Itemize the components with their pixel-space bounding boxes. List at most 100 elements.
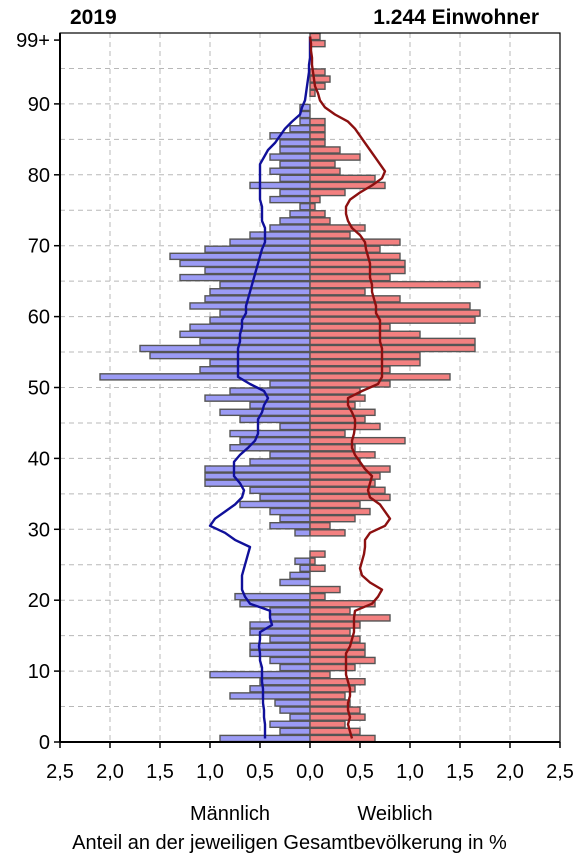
bar-female-age-66 [309, 266, 406, 275]
bar-female-age-18 [309, 607, 351, 615]
bar-female-age-91 [309, 89, 316, 98]
bar-male-age-9 [209, 670, 311, 679]
bar-female-age-58 [309, 323, 391, 331]
bar-female-age-86 [309, 124, 326, 133]
x-tick-label: 2,5 [46, 761, 74, 783]
reference-lines [208, 36, 392, 739]
bar-male-age-53 [209, 358, 311, 367]
bar-male-age-5 [274, 699, 311, 707]
bar-male-age-33 [239, 500, 311, 509]
bar-male-age-82 [269, 153, 311, 161]
bar-female-age-21 [309, 585, 341, 594]
bar-female-age-61 [309, 302, 471, 310]
bar-female-age-4 [309, 706, 361, 714]
bar-male-age-17 [269, 614, 311, 622]
bar-male-age-45 [239, 415, 311, 424]
bar-female-age-19 [309, 600, 376, 608]
bar-male-age-16 [249, 621, 311, 629]
bar-male-age-46 [219, 408, 311, 417]
tick-labels: 2,5 2,0 1,5 1,0 0,5 0,0 0,5 1,0 1,5 2,0 2,5 0 10 20 30… [16, 30, 574, 783]
bar-male-age-62 [204, 295, 311, 303]
y-tick-label: 60 [28, 307, 50, 329]
bar-male-age-64 [219, 280, 311, 289]
bar-female-age-25 [309, 557, 316, 565]
bar-male-age-56 [199, 337, 311, 346]
bar-female-age-49 [309, 387, 361, 395]
bar-male-age-60 [219, 309, 311, 317]
bar-female-age-0 [309, 734, 376, 743]
bar-female-age-5 [309, 699, 351, 707]
bar-male-age-40 [269, 451, 311, 459]
male-label: Männlich [189, 803, 271, 825]
bar-male-age-75 [299, 202, 311, 211]
bar-female-age-55 [309, 344, 476, 353]
bar-female-age-65 [309, 273, 391, 282]
bar-male-age-47 [249, 401, 311, 409]
bar-female-age-44 [309, 422, 381, 431]
bar-female-age-72 [309, 224, 366, 232]
bar-male-age-50 [269, 380, 311, 388]
bar-male-age-48 [204, 394, 311, 402]
female-reference-line [308, 36, 392, 739]
x-tick-label: 1,5 [146, 761, 174, 783]
bar-female-age-48 [309, 394, 366, 402]
bar-female-age-53 [309, 358, 421, 367]
bar-male-age-1 [279, 727, 311, 736]
bar-female-age-29 [309, 529, 346, 537]
bar-female-age-68 [309, 252, 401, 261]
bar-male-age-86 [289, 124, 311, 133]
bar-male-age-22 [279, 578, 311, 587]
bar-female-age-15 [309, 628, 351, 636]
bar-female-age-45 [309, 415, 366, 424]
bar-male-age-84 [279, 139, 311, 147]
bar-female-age-63 [309, 288, 366, 296]
bar-male-age-57 [179, 330, 311, 339]
bar-male-age-80 [269, 167, 311, 176]
bar-male-age-35 [249, 486, 311, 495]
bar-male-age-32 [269, 507, 311, 516]
bar-female-age-70 [309, 238, 401, 246]
bar-male-age-59 [209, 316, 311, 324]
x-tick-label: 0,5 [246, 761, 274, 783]
bar-female-age-64 [309, 280, 481, 289]
bar-male-age-14 [269, 635, 311, 643]
bar-male-age-71 [249, 231, 311, 239]
bar-female-age-56 [309, 337, 476, 346]
bar-male-age-6 [229, 692, 311, 700]
bar-male-age-39 [249, 458, 311, 466]
y-tick-label: 10 [28, 661, 50, 683]
bar-male-age-55 [139, 344, 311, 353]
bar-female-age-38 [309, 465, 391, 473]
bar-female-age-37 [309, 472, 381, 480]
bar-male-age-43 [229, 429, 311, 438]
bar-male-age-65 [179, 273, 311, 282]
bar-male-age-18 [269, 607, 311, 615]
y-tick-label: 0 [39, 732, 50, 754]
bar-male-age-69 [204, 245, 311, 253]
bar-female-age-9 [309, 670, 331, 679]
bar-female-age-59 [309, 316, 476, 324]
bar-female-age-33 [309, 500, 361, 509]
bar-male-age-10 [279, 663, 311, 672]
bar-female-age-79 [309, 174, 376, 183]
bar-male-age-76 [269, 195, 311, 204]
bar-male-age-52 [199, 366, 311, 374]
bar-female-age-92 [309, 82, 326, 90]
bar-female-age-17 [309, 614, 391, 622]
bar-male-age-31 [279, 514, 311, 523]
bar-female-age-40 [309, 451, 376, 459]
bar-male-age-73 [279, 217, 311, 225]
bar-male-age-87 [299, 117, 311, 126]
bar-male-age-11 [269, 656, 311, 665]
bar-female-age-80 [309, 167, 341, 176]
bar-male-age-4 [279, 706, 311, 714]
bar-female-age-74 [309, 210, 326, 218]
bar-male-age-37 [204, 472, 311, 480]
bar-male-age-24 [299, 564, 311, 573]
bar-female-age-6 [309, 692, 346, 700]
bar-male-age-61 [189, 302, 311, 310]
bar-male-age-72 [269, 224, 311, 232]
bar-male-age-81 [279, 160, 311, 168]
bar-female-age-32 [309, 507, 371, 516]
bar-female-age-57 [309, 330, 421, 339]
